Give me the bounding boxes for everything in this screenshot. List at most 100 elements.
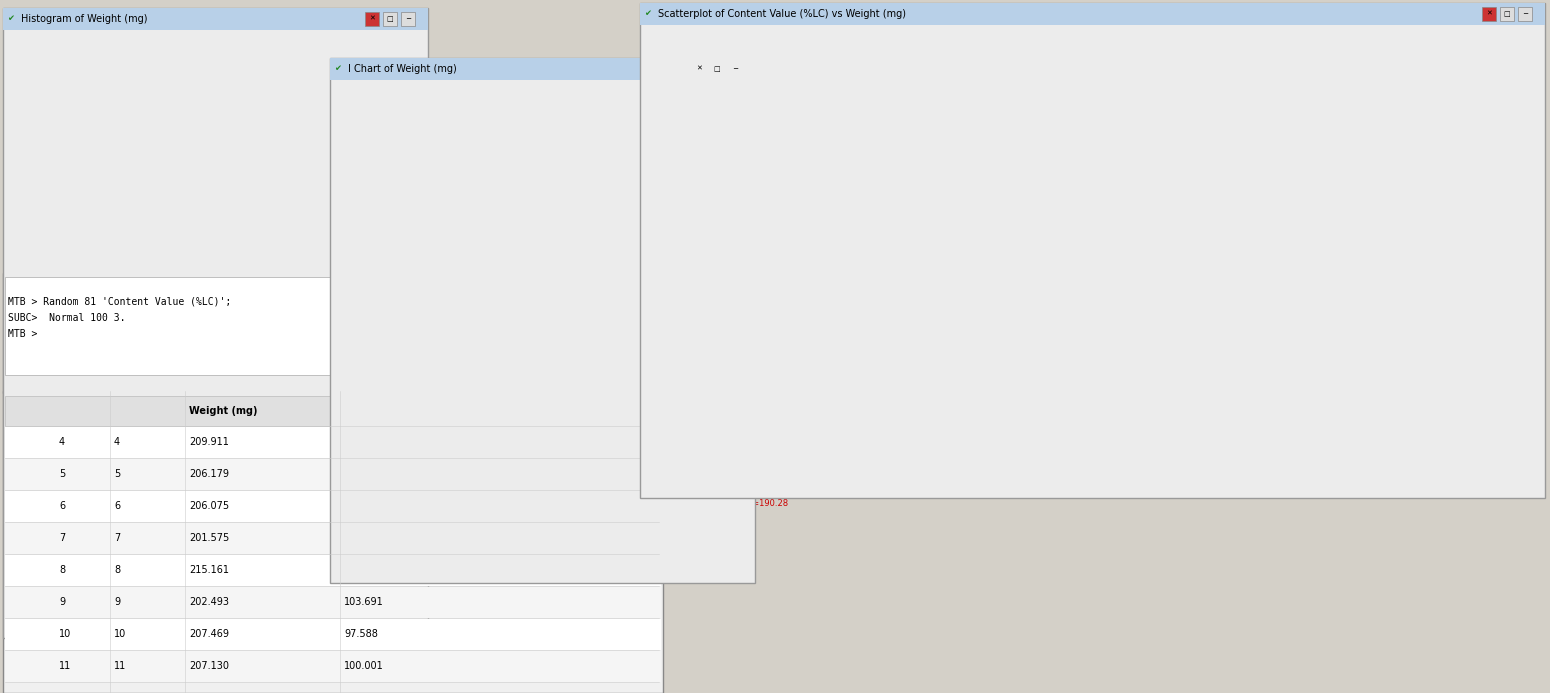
Point <box>1158 311 1183 322</box>
Text: SUBC>  Normal 100 3.: SUBC> Normal 100 3. <box>8 313 126 323</box>
Point <box>512 370 536 381</box>
Point <box>1085 324 1110 335</box>
Point <box>532 361 556 372</box>
Y-axis label: Frequency: Frequency <box>22 315 33 373</box>
Point <box>1186 311 1211 322</box>
Point <box>1172 404 1197 415</box>
Bar <box>322 392 339 583</box>
Point <box>986 298 1011 309</box>
Text: ─: ─ <box>1522 11 1527 17</box>
Text: 4: 4 <box>59 437 65 447</box>
Point <box>397 370 422 381</box>
Point <box>1085 152 1110 164</box>
Title: Histogram of Weight (mg): Histogram of Weight (mg) <box>124 51 347 67</box>
Point <box>570 370 595 381</box>
Point <box>1144 324 1169 335</box>
Point <box>529 370 553 381</box>
Bar <box>358 551 375 583</box>
Point <box>494 342 519 353</box>
Text: 6: 6 <box>115 501 121 511</box>
Text: 7: 7 <box>59 533 65 543</box>
Bar <box>166 551 183 583</box>
Point <box>384 305 409 316</box>
Title: Scatterplot of Content Value (%LC) vs Weight (mg): Scatterplot of Content Value (%LC) vs We… <box>894 68 1331 83</box>
Point <box>617 267 642 279</box>
Text: 180: 180 <box>739 128 758 138</box>
Point <box>1128 285 1153 296</box>
Text: LCL=190.28: LCL=190.28 <box>738 499 789 508</box>
Y-axis label: Weight (mg): Weight (mg) <box>343 304 353 373</box>
Bar <box>339 455 358 583</box>
Point <box>1085 179 1110 190</box>
Text: 5: 5 <box>59 469 65 479</box>
Text: Histogram of Weight (mg): Histogram of Weight (mg) <box>22 14 147 24</box>
Point <box>1100 337 1125 349</box>
Point <box>592 361 617 372</box>
Point <box>1114 258 1139 270</box>
Point <box>1114 298 1139 309</box>
Point <box>1144 298 1169 309</box>
Point <box>1100 232 1125 243</box>
Point <box>612 361 637 372</box>
Text: ✔: ✔ <box>643 10 651 19</box>
Point <box>629 361 654 372</box>
Point <box>1128 337 1153 349</box>
Point <box>622 361 646 372</box>
Point <box>685 370 710 381</box>
Point <box>604 296 629 307</box>
Point <box>1014 285 1038 296</box>
Point <box>561 370 586 381</box>
Point <box>676 370 701 381</box>
Point <box>1085 245 1110 256</box>
Point <box>515 370 539 381</box>
Point <box>651 267 676 279</box>
Bar <box>305 360 322 583</box>
Point <box>502 361 527 372</box>
Point <box>956 272 981 283</box>
Point <box>1071 258 1096 270</box>
Point <box>688 267 713 279</box>
Text: 201.575: 201.575 <box>189 533 229 543</box>
Text: 206.179: 206.179 <box>189 469 229 479</box>
Point <box>1057 232 1082 243</box>
Text: 11: 11 <box>115 661 126 671</box>
Bar <box>253 137 270 583</box>
Point <box>1144 351 1169 362</box>
Text: 8: 8 <box>59 565 65 575</box>
Point <box>715 361 739 372</box>
Point <box>1043 337 1068 349</box>
Point <box>409 324 434 335</box>
Text: 202.493: 202.493 <box>189 597 229 607</box>
Point <box>431 333 456 344</box>
Point <box>1114 232 1139 243</box>
Point <box>1186 391 1211 402</box>
Point <box>702 361 727 372</box>
Text: Weight (mg): Weight (mg) <box>189 406 257 416</box>
Point <box>718 267 742 279</box>
Text: X̄=205.30: X̄=205.30 <box>738 359 778 368</box>
Point <box>401 351 426 362</box>
Point <box>1114 324 1139 335</box>
Point <box>1071 351 1096 362</box>
Point <box>986 245 1011 256</box>
Point <box>1158 337 1183 349</box>
Point <box>392 351 417 362</box>
Point <box>1158 391 1183 402</box>
Text: 180: 180 <box>51 82 71 92</box>
Point <box>1144 311 1169 322</box>
Text: Content Value (%LC): Content Value (%LC) <box>344 406 457 416</box>
Text: 4: 4 <box>115 437 121 447</box>
Text: 207.469: 207.469 <box>189 629 229 639</box>
Point <box>465 370 490 381</box>
Point <box>473 333 498 344</box>
Text: □: □ <box>386 16 394 22</box>
Point <box>418 380 443 391</box>
Point <box>587 267 612 279</box>
Point <box>477 333 502 344</box>
Point <box>1144 272 1169 283</box>
Point <box>460 342 485 353</box>
Point <box>1100 192 1125 203</box>
Text: 103.691: 103.691 <box>344 597 384 607</box>
Point <box>1085 285 1110 296</box>
Text: ─: ─ <box>733 66 738 72</box>
